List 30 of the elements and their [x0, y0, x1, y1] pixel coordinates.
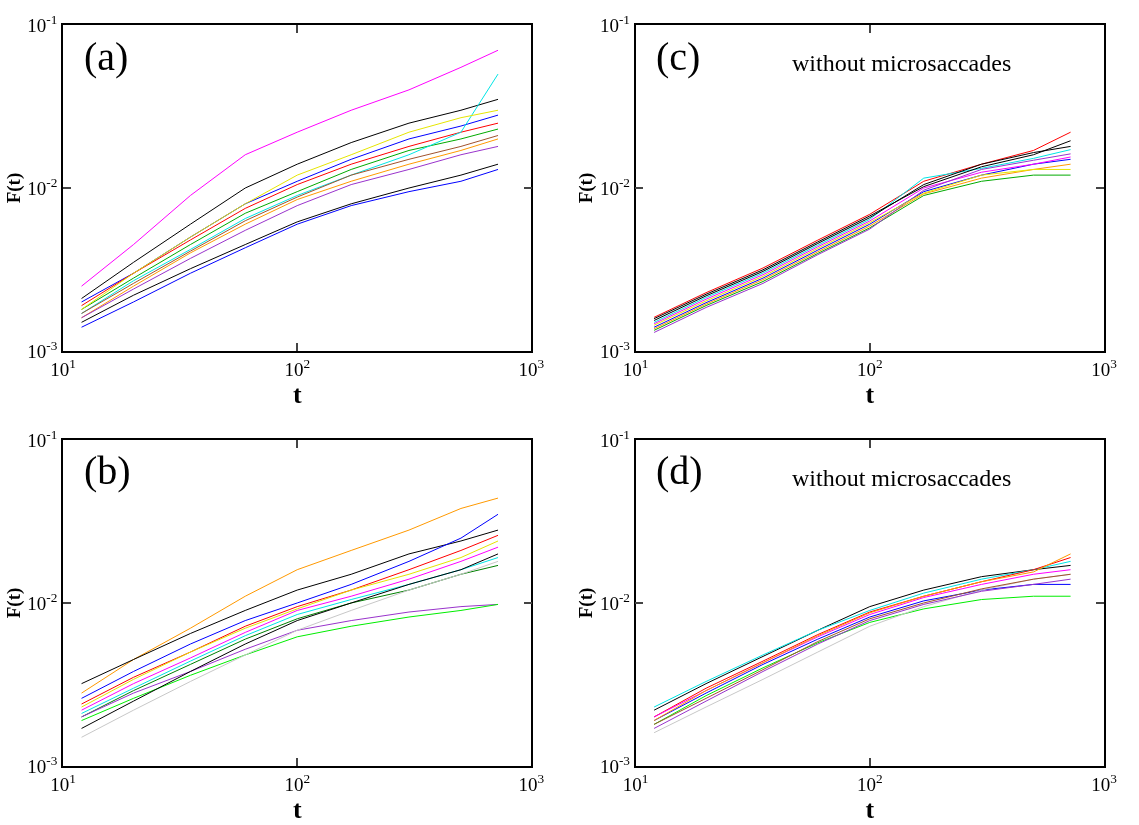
x-tick-label: 10$^{2}$ [284, 355, 311, 380]
annotation: (b) [84, 448, 131, 493]
annotation: (a) [84, 34, 129, 79]
y-tick-label: 10$^{-1}$ [599, 426, 630, 451]
y-tick-label: 10$^{-1}$ [27, 426, 58, 451]
x-tick-label: 10$^{3}$ [518, 770, 545, 795]
x-tick-label: 10$^{3}$ [1091, 355, 1118, 380]
y-axis-title: F(t) [575, 172, 598, 204]
x-axis-title: t [865, 379, 875, 409]
annotation: (c) [656, 34, 701, 79]
x-tick-label: 10$^{2}$ [284, 770, 311, 795]
y-axis-title: F(t) [575, 587, 598, 619]
x-tick-label: 10$^{3}$ [518, 355, 545, 380]
annotation: (d) [656, 448, 703, 493]
annotation: without microsaccades [792, 50, 1012, 76]
y-axis-title: F(t) [2, 172, 25, 204]
x-tick-label: 10$^{2}$ [856, 770, 883, 795]
y-tick-label: 10$^{-1}$ [27, 11, 58, 36]
y-tick-label: 10$^{-2}$ [27, 589, 58, 614]
y-tick-label: 10$^{-2}$ [599, 174, 630, 199]
y-tick-label: 10$^{-1}$ [599, 11, 630, 36]
x-axis-title: t [292, 794, 302, 824]
y-tick-label: 10$^{-2}$ [27, 174, 58, 199]
x-axis-title: t [865, 794, 875, 824]
annotation: without microsaccades [792, 465, 1012, 491]
x-tick-label: 10$^{2}$ [856, 355, 883, 380]
y-tick-label: 10$^{-2}$ [599, 589, 630, 614]
x-axis-title: t [292, 379, 302, 409]
x-tick-label: 10$^{3}$ [1091, 770, 1118, 795]
y-axis-title: F(t) [2, 587, 25, 619]
